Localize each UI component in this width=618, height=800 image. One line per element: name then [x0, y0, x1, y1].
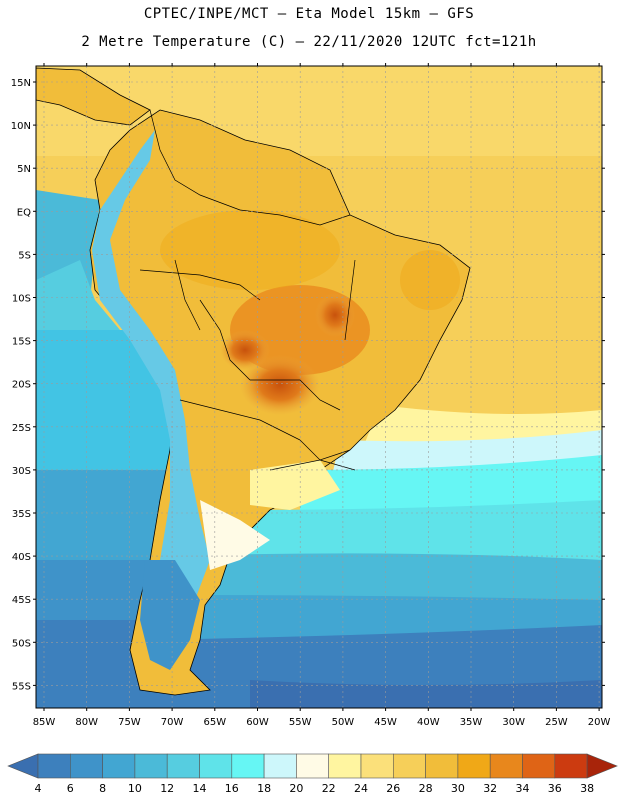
map-title: CPTEC/INPE/MCT – Eta Model 15km – GFS — [143, 6, 475, 22]
lon-label: 60W — [246, 717, 269, 728]
pacific-band-10 — [36, 470, 175, 560]
lat-label: 15N — [11, 78, 31, 89]
colorbar-label: 20 — [289, 782, 304, 795]
colorbar-swatch — [489, 753, 523, 779]
colorbar-label: 18 — [257, 782, 272, 795]
country-borders — [139, 109, 356, 471]
colorbar-swatch — [70, 753, 103, 779]
colorbar-swatch — [392, 753, 426, 779]
colorbar-label: 22 — [321, 782, 336, 795]
lon-label: 70W — [161, 717, 184, 728]
lat-label: 5N — [17, 164, 31, 175]
colorbar-label: 34 — [515, 782, 530, 795]
lon-label: 20W — [588, 717, 611, 728]
colorbar-label: 6 — [66, 782, 74, 795]
lat-label: 30S — [12, 466, 31, 477]
lat-label: 55S — [12, 681, 31, 692]
lat-label: 40S — [12, 552, 31, 563]
lat-label: 15S — [12, 337, 31, 348]
pacific-band-14 — [36, 260, 120, 330]
axis-ticks: 15N 10N 5N EQ 5S 10S 15S 20S 25S 30S 35S 40S 45S 50S 5… — [11, 63, 611, 728]
lat-lon-grid — [36, 66, 602, 708]
colorbar-swatch — [296, 753, 329, 779]
colorbar-swatch — [102, 753, 136, 779]
lat-label: 5S — [18, 250, 31, 261]
northeast-warm — [400, 250, 460, 310]
map-fields — [36, 66, 602, 708]
colorbar-swatch — [231, 753, 265, 779]
colorbar-swatch — [37, 753, 71, 779]
colorbar-lower-arrow — [7, 753, 39, 779]
lat-label: 25S — [12, 423, 31, 434]
map-subtitle: 2 Metre Temperature (C) – 22/11/2020 12U… — [81, 34, 537, 50]
atlantic-band-18 — [300, 455, 602, 518]
colorbar-label: 36 — [547, 782, 562, 795]
colorbar-label: 26 — [386, 782, 401, 795]
lat-label: 50S — [12, 638, 31, 649]
colorbar-upper-arrow — [586, 753, 618, 779]
map-frame — [35, 65, 603, 709]
colorbar — [7, 753, 618, 779]
lon-label: 80W — [75, 717, 98, 728]
lon-label: 65W — [203, 717, 226, 728]
goias-hot-spot — [315, 293, 355, 337]
colorbar-label: 30 — [450, 782, 465, 795]
pacific-band-8 — [36, 560, 150, 620]
amazon-warm — [160, 210, 340, 290]
colorbar-swatch — [425, 753, 459, 779]
lat-label: 45S — [12, 595, 31, 606]
colorbar-label: 32 — [483, 782, 498, 795]
colorbar-label: 38 — [580, 782, 595, 795]
colorbar-label: 14 — [192, 782, 207, 795]
colorbar-label: 16 — [224, 782, 239, 795]
lon-label: 75W — [118, 717, 141, 728]
colorbar-swatch — [457, 753, 491, 779]
lon-label: 45W — [374, 717, 397, 728]
andes-cool-strip — [92, 130, 210, 660]
pacific-band-13 — [36, 330, 170, 470]
colorbar-swatch — [263, 753, 297, 779]
argentina-mild — [200, 500, 270, 570]
lat-label: EQ — [17, 207, 31, 218]
pampas-warm — [250, 460, 340, 510]
lon-label: 55W — [289, 717, 312, 728]
lon-label: 30W — [502, 717, 525, 728]
chaco-hot-spot — [240, 355, 320, 415]
lat-label: 20S — [12, 380, 31, 391]
lon-label: 35W — [460, 717, 483, 728]
colorbar-label: 28 — [418, 782, 433, 795]
colorbar-label: 12 — [160, 782, 175, 795]
colorbar-label: 24 — [354, 782, 368, 795]
bolivia-hot-spot — [220, 330, 270, 370]
lat-label: 10S — [12, 294, 31, 305]
colorbar-swatch — [328, 753, 362, 779]
colorbar-swatch — [522, 753, 556, 779]
lon-label: 50W — [332, 717, 355, 728]
lat-label: 35S — [12, 509, 31, 520]
lon-label: 40W — [417, 717, 440, 728]
atlantic-band-16 — [220, 500, 602, 570]
colorbar-swatch — [166, 753, 200, 779]
lat-label: 10N — [11, 121, 31, 132]
colorbar-label: 4 — [34, 782, 42, 795]
colorbar-swatch — [134, 753, 168, 779]
patagonia-cold — [140, 560, 200, 670]
lon-label: 85W — [33, 717, 56, 728]
lon-label: 25W — [545, 717, 568, 728]
colorbar-swatch — [554, 753, 588, 779]
pacific-band-6 — [36, 620, 150, 708]
colorbar-label: 8 — [99, 782, 107, 795]
colorbar-swatch — [199, 753, 233, 779]
colorbar-label: 10 — [127, 782, 142, 795]
colorbar-swatch — [360, 753, 394, 779]
